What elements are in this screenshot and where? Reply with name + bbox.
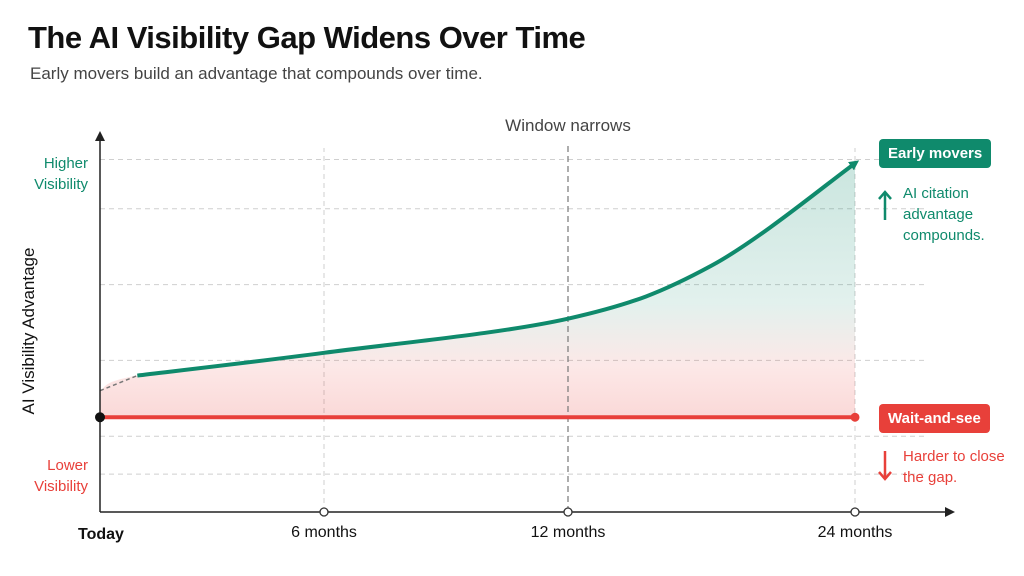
wait-and-see-note: Harder to close the gap.	[903, 448, 1005, 486]
early-movers-line	[137, 160, 860, 378]
window-narrows-label: Window narrows	[505, 116, 631, 135]
early-movers-note: AI citation advantage compounds.	[903, 185, 985, 244]
y-level-low-label: Lower Visibility	[34, 457, 88, 495]
arrow-down-icon	[878, 451, 892, 481]
arrow-up-icon	[878, 190, 892, 220]
chart-subtitle: Early movers build an advantage that com…	[30, 64, 483, 83]
x-tick-marker-1	[319, 507, 329, 517]
origin-point	[95, 412, 105, 423]
y-axis-label: AI Visibility Advantage	[19, 247, 38, 415]
x-tick-label-1: 6 months	[291, 524, 357, 541]
x-tick-label-2: 12 months	[531, 524, 606, 541]
wait-and-see-end-point	[850, 412, 860, 422]
x-tick-marker-2	[563, 507, 573, 517]
early-movers-badge: Early movers	[879, 139, 992, 168]
y-level-high-label: Higher Visibility	[34, 155, 88, 193]
gap-area-fill	[100, 163, 855, 418]
x-tick-marker-3	[850, 507, 860, 517]
x-axis-arrow-icon	[945, 507, 955, 517]
chart-title: The AI Visibility Gap Widens Over Time	[28, 20, 586, 55]
x-tick-label-3: 24 months	[818, 524, 893, 541]
y-axis-arrow-icon	[95, 131, 105, 141]
x-tick-label-0: Today	[78, 526, 124, 543]
wait-and-see-badge: Wait-and-see	[879, 404, 990, 433]
